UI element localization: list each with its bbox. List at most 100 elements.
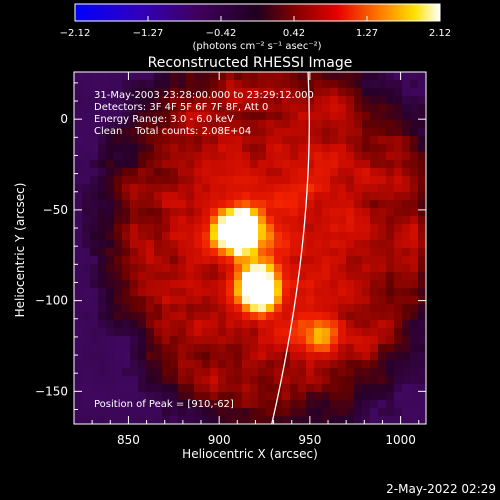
heatmap-cell <box>290 240 299 249</box>
heatmap-cell <box>282 104 291 113</box>
heatmap-cell <box>90 376 99 385</box>
heatmap-cell <box>146 312 155 321</box>
heatmap-cell <box>234 272 243 281</box>
heatmap-cell <box>306 120 315 129</box>
heatmap-cell <box>338 328 347 337</box>
heatmap-cell <box>170 256 179 265</box>
heatmap-cell <box>82 400 91 409</box>
heatmap-cell <box>114 144 123 153</box>
heatmap-cell <box>90 368 99 377</box>
heatmap-cell <box>354 376 363 385</box>
heatmap-cell <box>402 312 411 321</box>
heatmap-cell <box>162 272 171 281</box>
heatmap-cell <box>282 248 291 257</box>
heatmap-cell <box>202 288 211 297</box>
heatmap-cell <box>122 280 131 289</box>
heatmap-cell <box>338 288 347 297</box>
heatmap-cell <box>402 384 411 393</box>
heatmap-cell <box>322 152 331 161</box>
heatmap-cell <box>282 320 291 329</box>
heatmap-cell <box>226 232 235 241</box>
heatmap-cell <box>266 128 275 137</box>
heatmap-cell <box>186 296 195 305</box>
heatmap-cell <box>362 416 371 424</box>
heatmap-cell <box>266 288 275 297</box>
heatmap-cell <box>362 128 371 137</box>
heatmap-cell <box>106 224 115 233</box>
heatmap-cell <box>258 264 267 273</box>
heatmap-cell <box>178 160 187 169</box>
heatmap-cell <box>322 304 331 313</box>
heatmap-cell <box>258 208 267 217</box>
heatmap-cell <box>410 128 419 137</box>
heatmap-cell <box>234 328 243 337</box>
heatmap-cell <box>402 88 411 97</box>
heatmap-cell <box>290 288 299 297</box>
colorbar <box>74 3 441 22</box>
heatmap-cell <box>82 128 91 137</box>
heatmap-cell <box>338 200 347 209</box>
heatmap-cell <box>314 112 323 121</box>
heatmap-cell <box>418 144 426 153</box>
heatmap-cell <box>250 392 259 401</box>
heatmap-cell <box>410 408 419 417</box>
heatmap-cell <box>346 232 355 241</box>
heatmap-cell <box>114 136 123 145</box>
heatmap-cell <box>402 96 411 105</box>
heatmap-cell <box>186 128 195 137</box>
heatmap-cell <box>130 352 139 361</box>
heatmap-cell <box>250 328 259 337</box>
heatmap-cell <box>378 112 387 121</box>
heatmap-cell <box>378 128 387 137</box>
heatmap-cell <box>90 72 99 81</box>
heatmap-cell <box>378 312 387 321</box>
heatmap-cell <box>290 344 299 353</box>
heatmap-cell <box>106 296 115 305</box>
heatmap-cell <box>274 272 283 281</box>
heatmap-cell <box>290 352 299 361</box>
heatmap-cell <box>218 112 227 121</box>
heatmap-cell <box>394 312 403 321</box>
heatmap-cell <box>394 104 403 113</box>
heatmap-cell <box>394 328 403 337</box>
heatmap-cell <box>162 384 171 393</box>
heatmap-cell <box>130 408 139 417</box>
heatmap-cell <box>314 400 323 409</box>
heatmap-cell <box>130 384 139 393</box>
heatmap-cell <box>346 376 355 385</box>
heatmap-cell <box>338 256 347 265</box>
heatmap-cell <box>138 96 147 105</box>
heatmap-cell <box>146 320 155 329</box>
heatmap-cell <box>354 168 363 177</box>
heatmap-cell <box>250 400 259 409</box>
heatmap-cell <box>162 104 171 113</box>
heatmap-cell <box>194 368 203 377</box>
heatmap-cell <box>82 144 91 153</box>
heatmap-cell <box>170 88 179 97</box>
heatmap-cell <box>402 280 411 289</box>
heatmap-cell <box>226 320 235 329</box>
heatmap-cell <box>186 288 195 297</box>
heatmap-cell <box>226 152 235 161</box>
heatmap-cell <box>370 376 379 385</box>
heatmap-cell <box>186 168 195 177</box>
heatmap-cell <box>202 304 211 313</box>
heatmap-cell <box>258 304 267 313</box>
heatmap-cell <box>90 320 99 329</box>
heatmap-cell <box>98 304 107 313</box>
heatmap-cell <box>202 416 211 424</box>
heatmap-cell <box>130 240 139 249</box>
heatmap-cell <box>170 128 179 137</box>
heatmap-cell <box>402 344 411 353</box>
heatmap-cell <box>258 160 267 169</box>
heatmap-cell <box>322 264 331 273</box>
annotation-peak: Position of Peak = [910,-62] <box>94 399 234 410</box>
heatmap-cell <box>362 280 371 289</box>
heatmap-cell <box>314 240 323 249</box>
heatmap-cell <box>274 152 283 161</box>
heatmap-cell <box>170 328 179 337</box>
heatmap-cell <box>210 320 219 329</box>
heatmap-cell <box>362 304 371 313</box>
heatmap-cell <box>130 80 139 89</box>
heatmap-cell <box>90 248 99 257</box>
